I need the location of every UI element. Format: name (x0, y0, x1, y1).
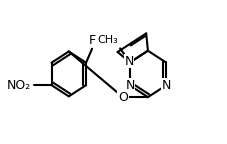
Text: CH₃: CH₃ (97, 35, 118, 45)
Text: N: N (161, 79, 171, 92)
Text: N: N (124, 55, 133, 68)
Text: NO₂: NO₂ (6, 79, 30, 92)
Text: N: N (125, 79, 134, 92)
Text: O: O (118, 91, 127, 104)
Text: F: F (88, 34, 95, 47)
